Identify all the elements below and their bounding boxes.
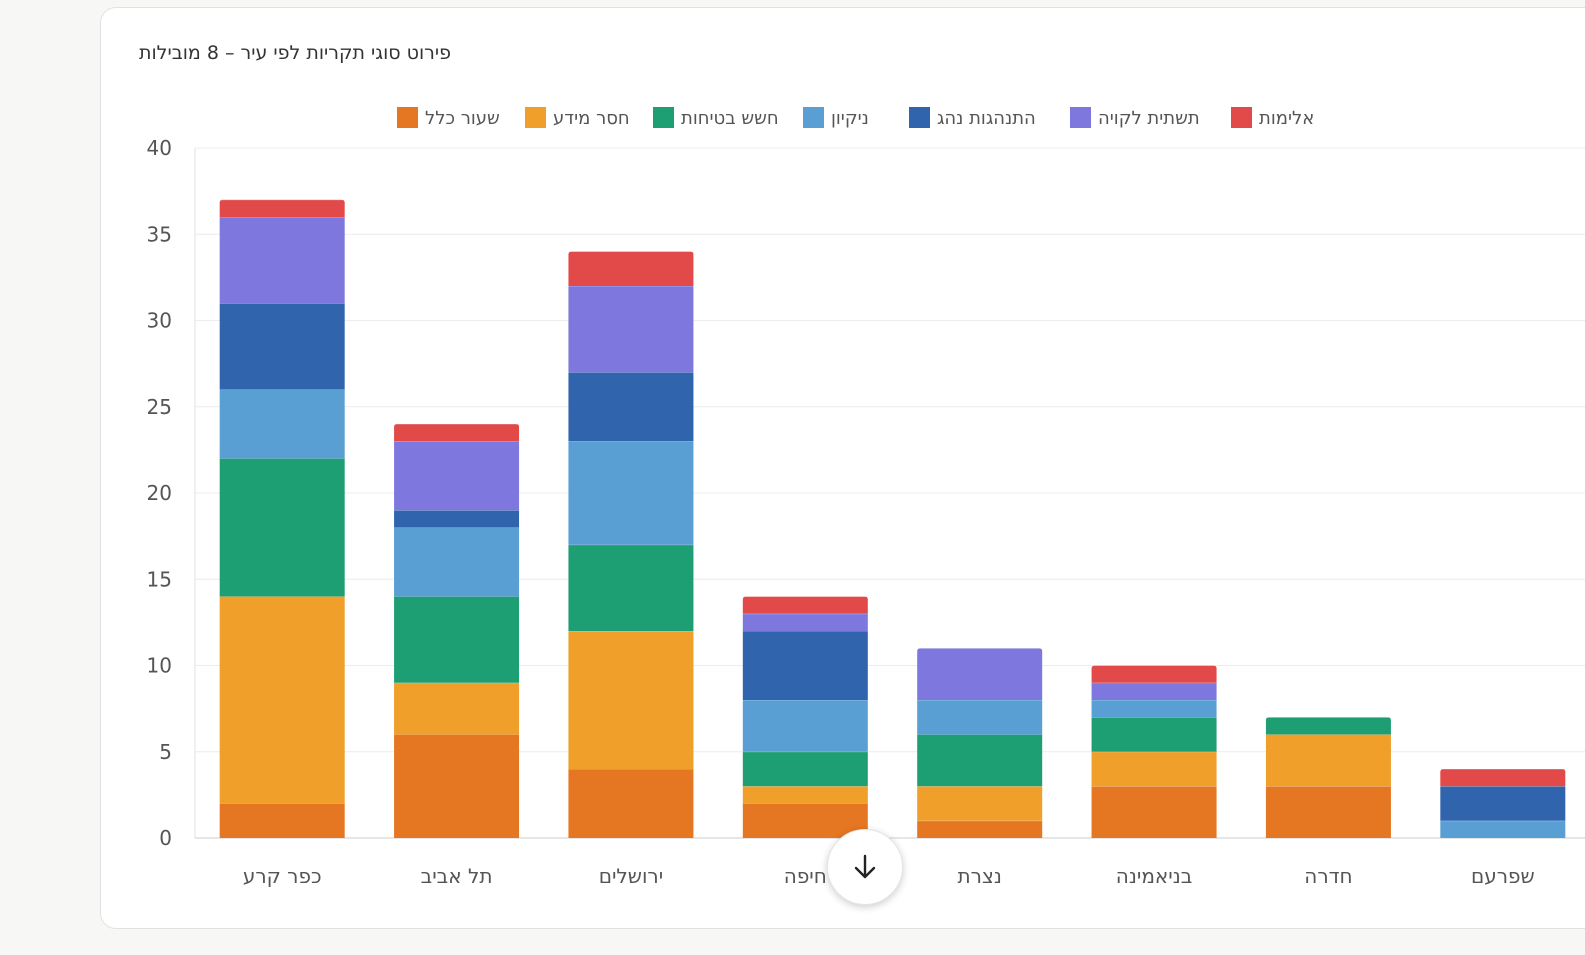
y-tick-label: 5 xyxy=(159,740,172,764)
legend-swatch xyxy=(803,107,824,128)
bar-segment xyxy=(917,648,1043,700)
bar-segment xyxy=(917,786,1043,821)
bar-segment xyxy=(1265,786,1391,838)
bar-segment xyxy=(568,631,694,769)
bar-segment xyxy=(1091,786,1217,838)
bar-segment xyxy=(742,613,868,631)
bar-segment xyxy=(219,458,345,597)
legend-label: שעור כלל xyxy=(425,108,500,129)
legend-label: חסר מידע xyxy=(553,108,630,129)
scroll-down-button[interactable] xyxy=(827,829,903,905)
legend-swatch xyxy=(525,107,546,128)
x-tick-label: תל אביב xyxy=(421,864,493,888)
bar-segment xyxy=(568,251,694,286)
bar-segment xyxy=(568,544,694,631)
bar-segment xyxy=(1091,751,1217,787)
bar-segment xyxy=(1440,769,1566,787)
bar-segment xyxy=(1440,786,1566,821)
bar-segment xyxy=(219,303,345,390)
arrow-down-icon xyxy=(854,854,876,879)
bar-segment xyxy=(394,424,520,442)
bar-segment xyxy=(1091,665,1217,683)
bar-segment xyxy=(1091,682,1217,700)
bar-segment xyxy=(917,820,1043,838)
y-tick-label: 10 xyxy=(147,654,172,678)
legend-swatch xyxy=(1070,107,1091,128)
y-tick-label: 35 xyxy=(147,222,172,246)
bar-segment xyxy=(219,389,345,459)
x-tick-label: נצרת xyxy=(958,864,1002,888)
x-tick-label: בניאמינה xyxy=(1116,864,1193,888)
bar-segment xyxy=(1091,717,1217,752)
bar-segment xyxy=(568,286,694,373)
bar-segment xyxy=(219,199,345,217)
y-tick-label: 30 xyxy=(147,309,172,333)
y-tick-label: 40 xyxy=(147,136,172,160)
bar-segment xyxy=(917,734,1043,787)
y-tick-label: 0 xyxy=(159,826,172,850)
x-tick-label: כפר קרע xyxy=(243,864,322,888)
x-tick-label: שפרעם xyxy=(1471,864,1535,888)
bar-segment xyxy=(394,510,520,528)
bar-segment xyxy=(1265,717,1391,735)
x-tick-label: חדרה xyxy=(1304,864,1352,888)
bar-segment xyxy=(394,527,520,597)
legend-label: אלימות xyxy=(1259,108,1314,129)
bar-segment xyxy=(742,631,868,700)
chart-title: פירוט סוגי תקריות לפי עיר – 8 מובילות xyxy=(139,42,451,64)
legend-label: חשש בטיחות xyxy=(681,108,779,129)
x-tick-label: ירושלים xyxy=(599,864,664,888)
legend-label: תשתית לקויה xyxy=(1098,108,1200,129)
y-tick-label: 15 xyxy=(147,567,172,591)
bar-segment xyxy=(394,441,520,511)
bar-segment xyxy=(1440,820,1566,838)
bar-segment xyxy=(219,803,345,838)
bar-segment xyxy=(394,682,520,735)
y-tick-label: 20 xyxy=(147,481,172,505)
bar-segment xyxy=(219,596,345,804)
legend-label: התנהגות נהג xyxy=(937,108,1036,129)
legend-label: ניקיון xyxy=(831,108,869,129)
bar-segment xyxy=(917,700,1043,735)
legend-swatch xyxy=(1231,107,1252,128)
bar-segment xyxy=(568,769,694,838)
x-tick-label: חיפה xyxy=(784,864,827,888)
bar-segment xyxy=(1265,734,1391,787)
bar-segment xyxy=(568,372,694,442)
bar-segment xyxy=(1091,700,1217,718)
bar-segment xyxy=(568,441,694,545)
bar-segment xyxy=(742,596,868,614)
legend-swatch xyxy=(653,107,674,128)
bar-segment xyxy=(394,734,520,838)
bar-segment xyxy=(394,596,520,683)
bar-segment xyxy=(742,700,868,752)
bar-segment xyxy=(219,217,345,304)
y-tick-label: 25 xyxy=(147,395,172,419)
bar-segment xyxy=(742,786,868,804)
bar-segment xyxy=(742,751,868,787)
legend-swatch xyxy=(909,107,930,128)
legend-swatch xyxy=(397,107,418,128)
